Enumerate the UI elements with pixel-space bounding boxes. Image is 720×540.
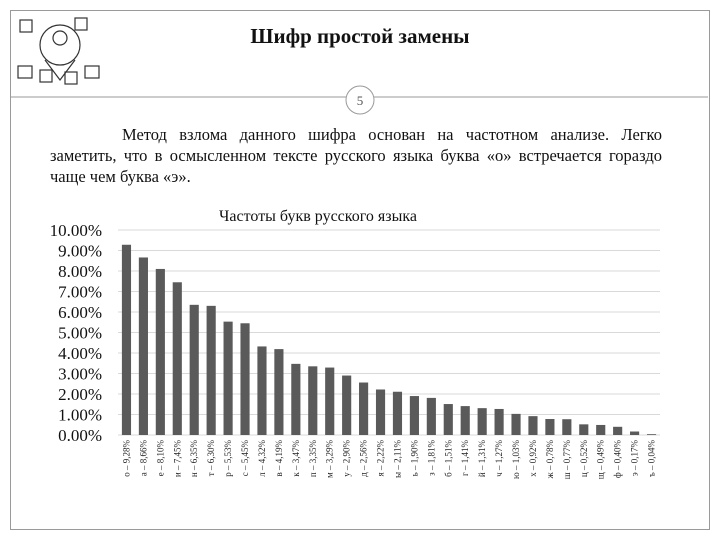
slide-frame — [10, 10, 710, 530]
bar — [206, 305, 216, 435]
bar — [494, 408, 504, 435]
bar — [528, 416, 538, 435]
bar — [257, 346, 267, 435]
y-tick-label: 7.00% — [58, 283, 102, 302]
bar — [223, 321, 233, 435]
x-tick-label: у – 2,90% — [342, 440, 352, 477]
bar — [409, 396, 419, 435]
x-tick-label: ш – 0,77% — [562, 440, 572, 480]
bar — [579, 424, 589, 435]
bar — [392, 391, 403, 435]
bar — [240, 323, 250, 435]
y-tick-label: 3.00% — [58, 365, 102, 384]
x-tick-label: з – 1,81% — [426, 440, 436, 476]
y-tick-label: 0.00% — [58, 426, 102, 445]
x-tick-label: м – 3,29% — [325, 440, 335, 478]
y-tick-label: 9.00% — [58, 242, 102, 261]
bar — [596, 424, 606, 435]
y-tick-label: 5.00% — [58, 324, 102, 343]
x-tick-label: щ – 0,49% — [596, 440, 606, 480]
bar — [189, 304, 199, 435]
bar — [511, 413, 521, 435]
bar — [291, 363, 301, 435]
bar — [274, 349, 284, 435]
x-tick-label: к – 3,47% — [291, 440, 301, 477]
x-tick-label: э – 0,17% — [630, 440, 640, 477]
y-tick-label: 4.00% — [58, 344, 102, 363]
bar — [375, 389, 386, 435]
x-tick-label: с – 5,45% — [240, 440, 250, 477]
x-tick-label: ю – 1,03% — [511, 440, 521, 479]
slide-title: Шифр простой замены — [250, 24, 470, 48]
bar — [545, 419, 555, 435]
x-tick-label: б – 1,51% — [443, 439, 453, 476]
x-tick-label: ч – 1,27% — [494, 440, 504, 477]
x-tick-label: й – 1,31% — [477, 440, 487, 478]
y-tick-label: 6.00% — [58, 303, 102, 322]
bar — [325, 367, 335, 435]
bar — [138, 257, 148, 435]
bar — [172, 282, 182, 435]
x-tick-label: д – 2,56% — [359, 439, 369, 476]
x-tick-label: и – 7,45% — [172, 440, 182, 478]
y-tick-label: 2.00% — [58, 385, 102, 404]
x-tick-label: ф – 0,40% — [613, 440, 623, 479]
x-tick-label: ж – 0,78% — [545, 440, 555, 480]
x-tick-label: в – 4,19% — [274, 440, 284, 477]
bar — [613, 426, 623, 435]
y-tick-label: 10.00% — [50, 221, 102, 240]
slide-paragraph: Метод взлома данного шифра основан на ча… — [50, 125, 662, 186]
x-tick-label: я – 2,22% — [376, 440, 386, 477]
x-tick-label: е – 8,10% — [155, 440, 165, 477]
bar — [646, 434, 657, 435]
bar — [460, 406, 470, 435]
x-tick-label: т – 6,30% — [206, 440, 216, 477]
x-tick-label: х – 0,92% — [528, 440, 538, 477]
bar — [562, 419, 572, 435]
bar — [342, 375, 352, 435]
bar — [359, 382, 369, 435]
y-tick-label: 1.00% — [58, 406, 102, 425]
x-tick-label: ы – 2,11% — [392, 440, 402, 478]
clipart — [17, 17, 100, 85]
bar — [155, 268, 165, 435]
x-tick-label: п – 3,35% — [308, 440, 318, 478]
bar — [477, 408, 487, 435]
x-tick-label: н – 6,35% — [189, 440, 199, 478]
bar — [443, 404, 453, 435]
bar — [308, 366, 318, 435]
x-tick-label: а – 8,66% — [138, 440, 148, 477]
x-tick-label: г – 1,41% — [460, 440, 470, 476]
chart: Частоты букв русского языка 0.00%1.00% 2.… — [50, 208, 660, 479]
x-tick-label: ь – 1,90% — [409, 440, 419, 477]
bar — [121, 244, 132, 435]
x-tick-label: р – 5,53% — [223, 440, 233, 477]
x-tick-label: ъ – 0,04% — [647, 440, 657, 477]
chart-title: Частоты букв русского языка — [219, 208, 417, 225]
bar — [630, 431, 640, 435]
page-number: 5 — [357, 93, 364, 108]
x-tick-label: л – 4,32% — [257, 440, 267, 477]
page-badge — [345, 85, 375, 115]
x-tick-label: о – 9,28% — [121, 440, 131, 477]
x-tick-label: ц – 0,52% — [579, 440, 589, 478]
bar — [426, 397, 436, 435]
y-tick-label: 8.00% — [58, 262, 102, 281]
